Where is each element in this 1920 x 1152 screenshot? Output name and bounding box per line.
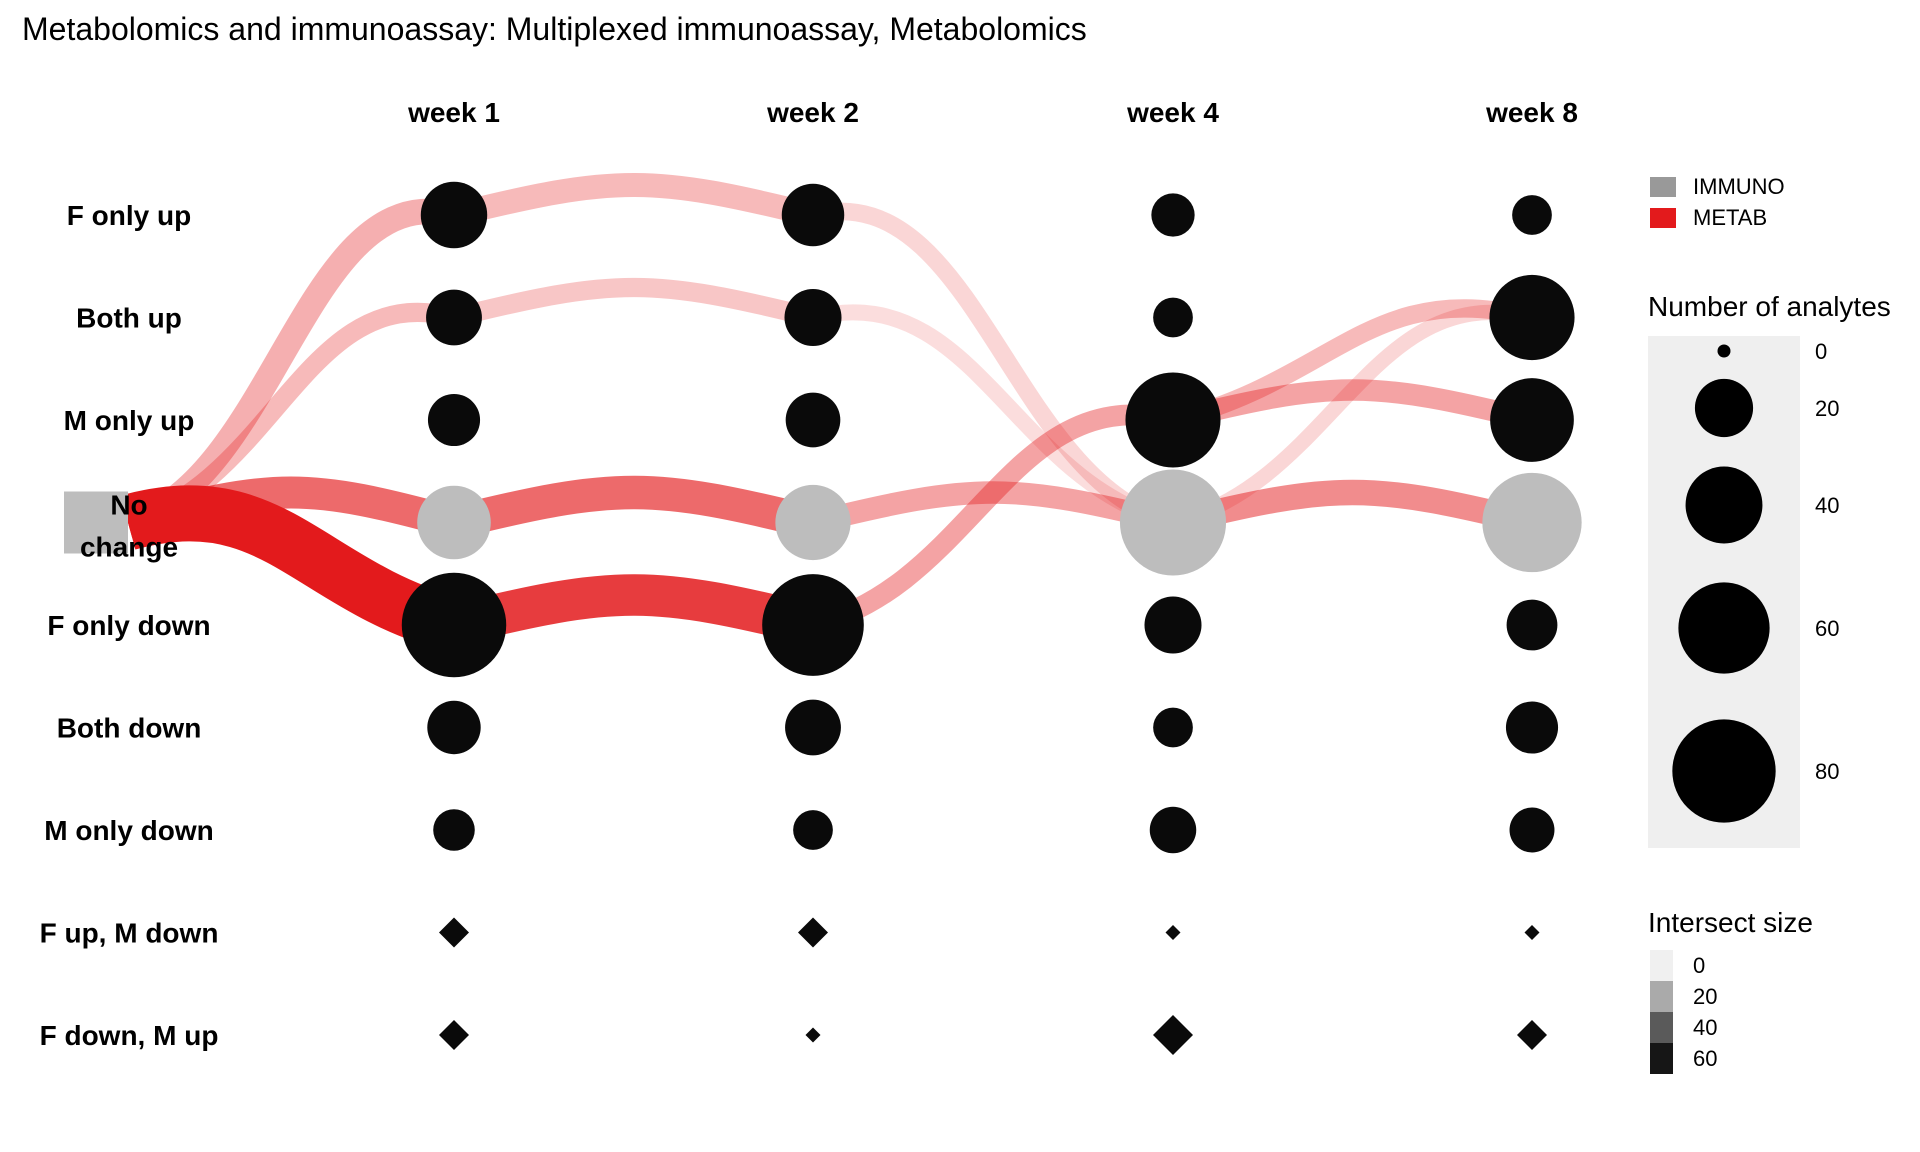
column-label-week-1: week 1 (407, 97, 500, 128)
flow-link-13 (1170, 299, 1535, 429)
column-labels: week 1 week 2 week 4 week 8 (407, 97, 1578, 128)
flow-link-11 (810, 481, 1176, 534)
bubble-both-up-week-4 (1153, 297, 1193, 338)
bubble-m-only-down-week-1 (433, 809, 475, 851)
size-legend-circle-80 (1672, 719, 1776, 823)
bubble-both-down-week-2 (785, 699, 841, 756)
intersect-legend-swatch-20 (1650, 981, 1673, 1012)
bubble-f-only-down-week-4 (1144, 596, 1202, 654)
flow-link-8 (449, 574, 818, 646)
column-label-week-8: week 8 (1485, 97, 1578, 128)
legend-swatch-immuno (1650, 177, 1676, 197)
intersect-f-up-m-down-week-2 (798, 917, 828, 948)
row-label-f-only-up: F only up (67, 200, 191, 231)
bubble-no-change-week-8 (1482, 472, 1582, 573)
row-label-f-up-m-down: F up, M down (40, 918, 219, 949)
bubble-f-only-down-week-2 (762, 574, 864, 676)
flow-link-4 (120, 485, 462, 653)
flow-link-10 (811, 304, 1175, 531)
bubble-m-only-down-week-8 (1509, 807, 1555, 853)
intersect-legend-swatch-40 (1650, 1012, 1673, 1043)
bubble-m-only-down-week-2 (793, 810, 833, 850)
legend-label-metab: METAB (1693, 205, 1767, 230)
bubble-f-only-down-week-8 (1506, 599, 1558, 651)
intersect-legend-label-0: 0 (1693, 953, 1705, 978)
bubble-marks (401, 181, 1582, 1055)
bubble-m-only-down-week-4 (1149, 806, 1197, 854)
intersect-legend-title: Intersect size (1648, 907, 1813, 938)
intersect-f-down-m-up-week-4 (1153, 1015, 1193, 1055)
intersect-legend-label-40: 40 (1693, 1015, 1717, 1040)
intersect-legend-swatch-60 (1650, 1043, 1673, 1074)
column-label-week-2: week 2 (766, 97, 859, 128)
bubble-m-only-up-week-2 (785, 392, 841, 448)
source-no-change-box (64, 491, 128, 554)
row-label-m-only-up: M only up (64, 405, 195, 436)
size-legend-label-60: 60 (1815, 616, 1839, 641)
intersect-f-up-m-down-week-8 (1524, 925, 1540, 940)
size-legend-label-80: 80 (1815, 759, 1839, 784)
flow-link-7 (449, 475, 818, 539)
size-legend-label-0: 0 (1815, 339, 1827, 364)
bubble-both-up-week-1 (426, 289, 482, 346)
size-legend-circle-40 (1685, 466, 1763, 544)
column-label-week-4: week 4 (1126, 97, 1219, 128)
bubble-m-only-up-week-8 (1490, 378, 1574, 462)
bubble-f-only-down-week-1 (401, 572, 507, 678)
bubble-m-only-up-week-4 (1125, 372, 1221, 468)
row-label-no-change-line-2: change (80, 532, 178, 563)
row-labels: F only up Both up M only up No change F only … (40, 200, 219, 1051)
row-label-both-down: Both down (57, 713, 202, 744)
bubble-both-up-week-8 (1489, 274, 1575, 361)
bubble-both-down-week-1 (427, 700, 481, 755)
bubble-both-up-week-2 (784, 288, 842, 347)
size-legend-title: Number of analytes (1648, 291, 1891, 322)
bubble-f-only-up-week-2 (781, 183, 845, 247)
bubble-no-change-week-2 (775, 484, 851, 561)
flow-link-14 (1170, 379, 1535, 431)
intersect-f-down-m-up-week-2 (805, 1027, 821, 1043)
flow-link-5 (451, 173, 816, 227)
size-legend-circle-20 (1694, 378, 1754, 438)
legend-swatch-metab (1650, 208, 1676, 228)
size-legend-label-20: 20 (1815, 396, 1839, 421)
intersect-f-down-m-up-week-8 (1517, 1020, 1547, 1050)
intersect-legend-label-60: 60 (1693, 1046, 1717, 1071)
flow-links (64, 173, 1536, 653)
legend-label-immuno: IMMUNO (1693, 174, 1785, 199)
intersect-f-down-m-up-week-1 (439, 1020, 469, 1050)
intersect-legend-swatch-0 (1650, 950, 1673, 981)
size-legend-circle-60 (1678, 582, 1770, 674)
row-label-no-change-line-1: No (110, 490, 147, 521)
row-label-f-down-m-up: F down, M up (40, 1020, 219, 1051)
flow-link-1 (124, 198, 458, 535)
bubble-f-only-up-week-4 (1151, 193, 1195, 237)
size-legend-label-40: 40 (1815, 493, 1839, 518)
size-legend-circle-0 (1717, 344, 1731, 358)
bubble-f-only-up-week-1 (420, 181, 488, 249)
flow-link-16 (1169, 479, 1536, 535)
bubble-m-only-up-week-1 (427, 393, 481, 447)
flow-link-12 (810, 404, 1176, 636)
flow-link-9 (810, 202, 1176, 532)
intersect-f-up-m-down-week-4 (1165, 925, 1181, 940)
row-label-f-only-down: F only down (47, 610, 210, 641)
row-label-m-only-down: M only down (44, 815, 214, 846)
chart-title: Metabolomics and immunoassay: Multiplexe… (22, 11, 1087, 47)
bubble-both-down-week-8 (1505, 701, 1559, 754)
row-label-both-up: Both up (76, 303, 182, 334)
intersect-legend-label-20: 20 (1693, 984, 1717, 1009)
bubble-both-down-week-4 (1153, 707, 1193, 748)
legend: IMMUNO METAB Number of analytes 0 20 40 60 80 In… (1648, 174, 1891, 1074)
bubble-no-change-week-4 (1119, 469, 1227, 576)
flow-link-6 (451, 277, 816, 327)
intersect-f-up-m-down-week-1 (439, 917, 469, 948)
bubble-f-only-up-week-8 (1512, 195, 1552, 235)
bubble-no-change-week-1 (417, 485, 491, 560)
